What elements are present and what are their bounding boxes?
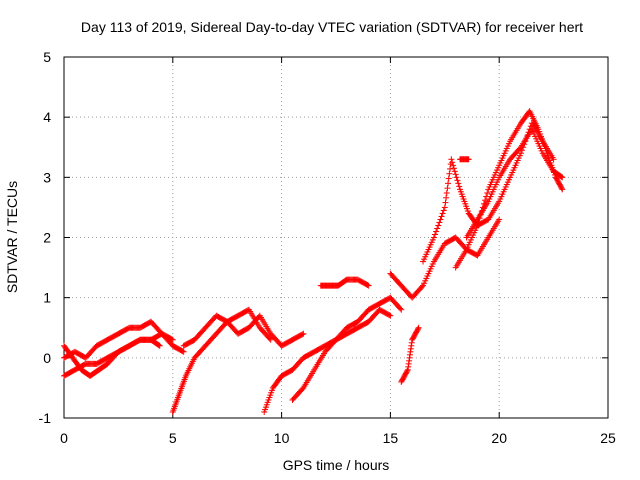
x-tick-label: 25 <box>600 430 616 446</box>
series-trace-14 <box>457 156 472 163</box>
axis-ticks <box>63 56 609 419</box>
y-tick-label: 0 <box>43 350 51 366</box>
grid-lines <box>64 57 608 418</box>
series-trace-6 <box>261 306 394 415</box>
x-tick-labels: 0 5 10 15 20 25 <box>60 430 616 446</box>
x-tick-label: 10 <box>274 430 290 446</box>
y-tick-label: 2 <box>43 230 51 246</box>
y-tick-label: 1 <box>43 290 51 306</box>
x-tick-label: 20 <box>491 430 507 446</box>
y-tick-label: 4 <box>43 109 51 125</box>
x-tick-label: 5 <box>169 430 177 446</box>
series-trace-8 <box>317 276 372 289</box>
series-trace-2 <box>61 318 176 361</box>
series-trace-4 <box>169 306 274 415</box>
series-trace-5 <box>180 312 307 349</box>
y-tick-label: -1 <box>39 410 52 426</box>
series-trace-9 <box>398 324 422 385</box>
y-axis-label: SDTVAR / TECUs <box>4 181 20 293</box>
series-trace-12 <box>452 108 566 271</box>
series-trace-13 <box>463 126 566 241</box>
data-points <box>61 108 566 415</box>
y-tick-label: 3 <box>43 169 51 185</box>
series-trace-3 <box>61 336 163 379</box>
x-tick-label: 0 <box>60 430 68 446</box>
series-trace-11 <box>420 120 557 265</box>
chart-title: Day 113 of 2019, Sidereal Day-to-day VTE… <box>81 19 583 35</box>
series-trace-7 <box>289 294 405 403</box>
y-tick-label: 5 <box>43 49 51 65</box>
series-trace-10 <box>387 216 503 301</box>
y-tick-labels: -1 0 1 2 3 4 5 <box>39 49 52 426</box>
x-axis-label: GPS time / hours <box>283 457 390 473</box>
x-tick-label: 15 <box>383 430 399 446</box>
